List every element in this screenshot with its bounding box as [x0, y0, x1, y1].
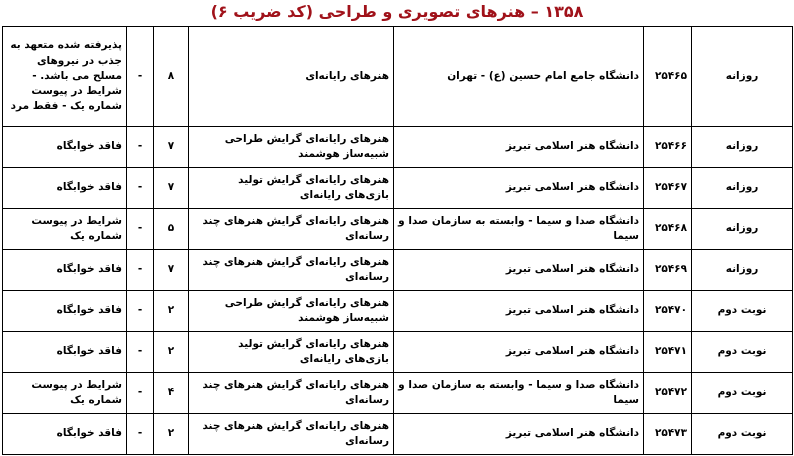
table-row: روزانه ۲۵۴۶۵ دانشگاه جامع امام حسین (ع) - … — [2, 26, 793, 127]
capacity: ۷ — [153, 167, 189, 209]
university: دانشگاه صدا و سیما - وابسته به سازمان صد… — [393, 208, 644, 250]
course-type: نوبت دوم — [691, 331, 793, 373]
course-type: نوبت دوم — [691, 372, 793, 414]
table-row: روزانه ۲۵۴۶۷ دانشگاه هنر اسلامی تبریز هنرها… — [2, 167, 793, 209]
course-type: روزانه — [691, 249, 793, 291]
university: دانشگاه صدا و سیما - وابسته به سازمان صد… — [393, 372, 644, 414]
dash: - — [126, 413, 154, 455]
table-row: نوبت دوم ۲۵۴۷۲ دانشگاه صدا و سیما - وابسته… — [2, 372, 793, 414]
university: دانشگاه هنر اسلامی تبریز — [393, 167, 644, 209]
field: هنرهای رایانه‌ای گرایش هنرهای چند رسانه‌… — [188, 413, 394, 455]
notes: فاقد خوابگاه — [2, 126, 127, 168]
dash: - — [126, 208, 154, 250]
capacity: ۷ — [153, 126, 189, 168]
notes: شرایط در پیوست شماره یک — [2, 372, 127, 414]
code: ۲۵۴۷۱ — [643, 331, 692, 373]
university: دانشگاه هنر اسلامی تبریز — [393, 413, 644, 455]
course-type: روزانه — [691, 126, 793, 168]
course-type: نوبت دوم — [691, 413, 793, 455]
notes: فاقد خوابگاه — [2, 290, 127, 332]
code: ۲۵۴۷۳ — [643, 413, 692, 455]
code: ۲۵۴۷۰ — [643, 290, 692, 332]
page-title: ۱۳۵۸ – هنرهای تصویری و طراحی (کد ضریب ۶) — [210, 2, 584, 21]
table: روزانه ۲۵۴۶۵ دانشگاه جامع امام حسین (ع) - … — [2, 26, 793, 455]
capacity: ۲ — [153, 331, 189, 373]
code: ۲۵۴۶۶ — [643, 126, 692, 168]
university: دانشگاه هنر اسلامی تبریز — [393, 126, 644, 168]
code: ۲۵۴۷۲ — [643, 372, 692, 414]
table-row: نوبت دوم ۲۵۴۷۱ دانشگاه هنر اسلامی تبریز هنر… — [2, 331, 793, 373]
table-row: نوبت دوم ۲۵۴۷۳ دانشگاه هنر اسلامی تبریز هنر… — [2, 413, 793, 455]
notes: فاقد خوابگاه — [2, 167, 127, 209]
dash: - — [126, 290, 154, 332]
table-body: روزانه ۲۵۴۶۵ دانشگاه جامع امام حسین (ع) - … — [2, 26, 793, 455]
notes: فاقد خوابگاه — [2, 331, 127, 373]
dash: - — [126, 126, 154, 168]
capacity: ۵ — [153, 208, 189, 250]
capacity: ۸ — [153, 26, 189, 127]
university: دانشگاه جامع امام حسین (ع) - تهران — [393, 26, 644, 127]
dash: - — [126, 331, 154, 373]
table-row: روزانه ۲۵۴۶۶ دانشگاه هنر اسلامی تبریز هنرها… — [2, 126, 793, 168]
code: ۲۵۴۶۸ — [643, 208, 692, 250]
notes: فاقد خوابگاه — [2, 249, 127, 291]
university: دانشگاه هنر اسلامی تبریز — [393, 249, 644, 291]
table-row: روزانه ۲۵۴۶۸ دانشگاه صدا و سیما - وابسته ب… — [2, 208, 793, 250]
capacity: ۴ — [153, 372, 189, 414]
table-row: روزانه ۲۵۴۶۹ دانشگاه هنر اسلامی تبریز هنرها… — [2, 249, 793, 291]
capacity: ۲ — [153, 290, 189, 332]
notes: فاقد خوابگاه — [2, 413, 127, 455]
notes: پذیرفته شده متعهد به جذب در نیروهای مسلح… — [2, 26, 127, 127]
course-type: روزانه — [691, 167, 793, 209]
course-type: روزانه — [691, 208, 793, 250]
code: ۲۵۴۶۵ — [643, 26, 692, 127]
field: هنرهای رایانه‌ای گرایش تولید بازی‌های را… — [188, 167, 394, 209]
university: دانشگاه هنر اسلامی تبریز — [393, 290, 644, 332]
field: هنرهای رایانه‌ای گرایش تولید بازی‌های را… — [188, 331, 394, 373]
field: هنرهای رایانه‌ای گرایش هنرهای چند رسانه‌… — [188, 372, 394, 414]
dash: - — [126, 249, 154, 291]
capacity: ۷ — [153, 249, 189, 291]
university: دانشگاه هنر اسلامی تبریز — [393, 331, 644, 373]
code: ۲۵۴۶۹ — [643, 249, 692, 291]
field: هنرهای رایانه‌ای گرایش هنرهای چند رسانه‌… — [188, 208, 394, 250]
dash: - — [126, 26, 154, 127]
notes: شرایط در پیوست شماره یک — [2, 208, 127, 250]
course-type: نوبت دوم — [691, 290, 793, 332]
dash: - — [126, 372, 154, 414]
course-type: روزانه — [691, 26, 793, 127]
code: ۲۵۴۶۷ — [643, 167, 692, 209]
capacity: ۲ — [153, 413, 189, 455]
field: هنرهای رایانه‌ای — [188, 26, 394, 127]
table-row: نوبت دوم ۲۵۴۷۰ دانشگاه هنر اسلامی تبریز هنر… — [2, 290, 793, 332]
field: هنرهای رایانه‌ای گرایش طراحی شبیه‌ساز هو… — [188, 290, 394, 332]
field: هنرهای رایانه‌ای گرایش طراحی شبیه‌ساز هو… — [188, 126, 394, 168]
dash: - — [126, 167, 154, 209]
field: هنرهای رایانه‌ای گرایش هنرهای چند رسانه‌… — [188, 249, 394, 291]
